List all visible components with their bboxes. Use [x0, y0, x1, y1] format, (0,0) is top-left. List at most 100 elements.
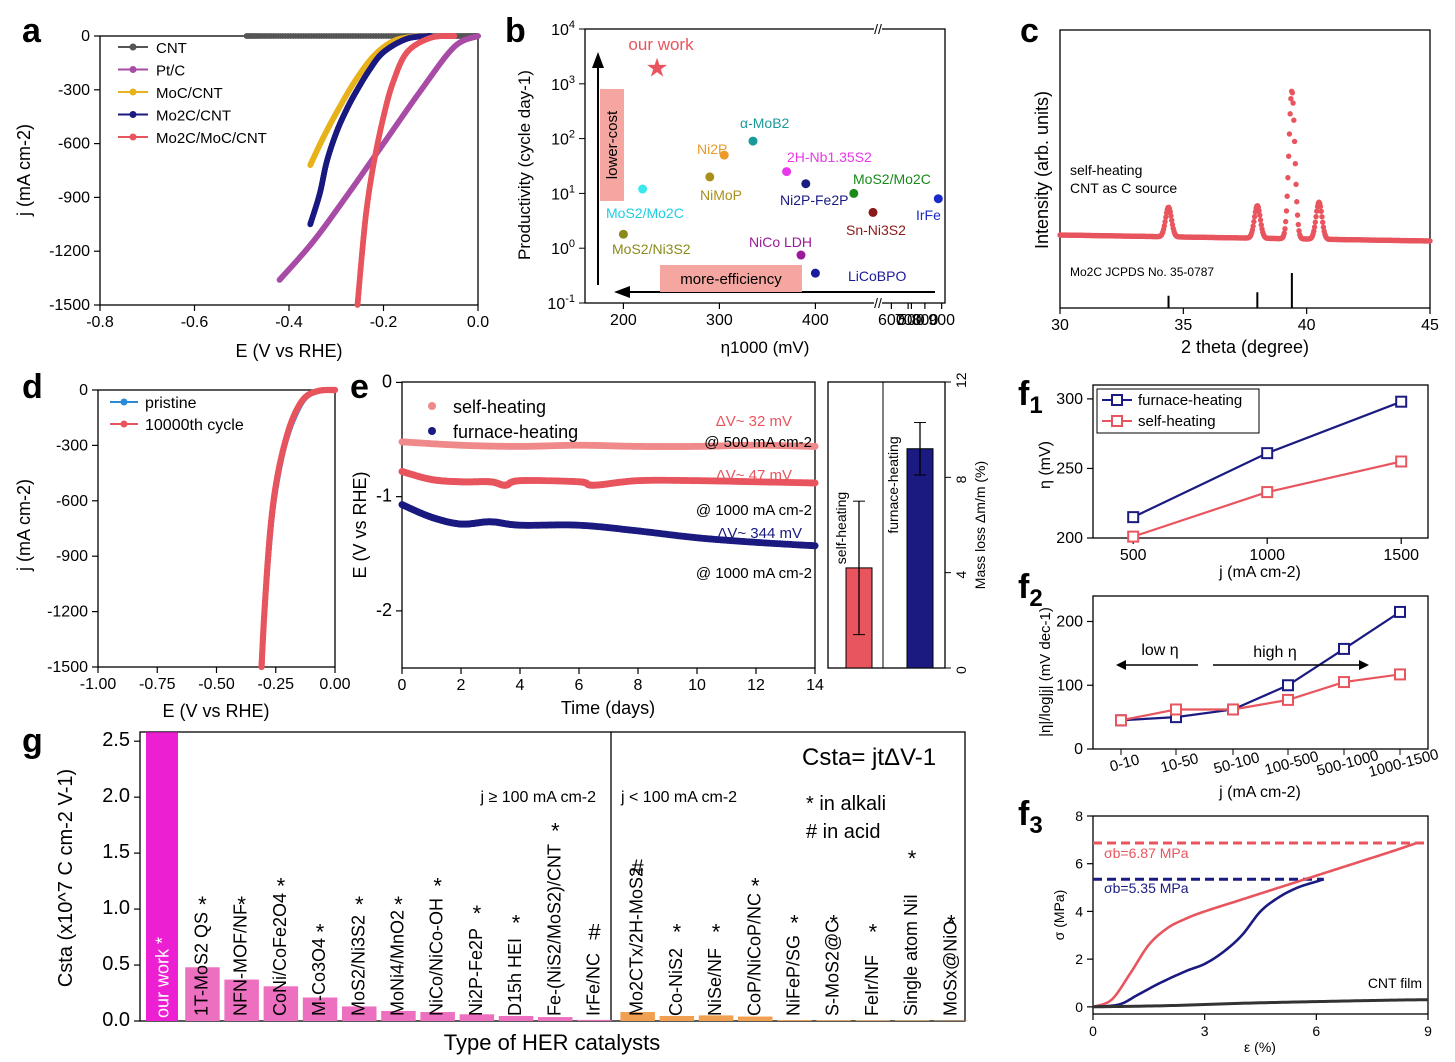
point-marker — [933, 194, 943, 204]
inset-tick-label: 8 — [953, 475, 969, 483]
x-tick-label: 200 — [610, 312, 637, 329]
category-label: IrFe/NC — [583, 953, 603, 1016]
series-marker — [1227, 703, 1239, 716]
more-efficiency-label: more-efficiency — [680, 271, 782, 288]
category-label: M-Co3O4 — [309, 938, 329, 1016]
x-tick-label: 400 — [802, 312, 829, 329]
xrd-marker — [1286, 131, 1293, 137]
point-marker — [748, 136, 758, 146]
category-label: NFN-MOF/NF — [231, 904, 251, 1016]
series-4-marker — [451, 33, 458, 39]
marker-symbol: * — [947, 910, 956, 935]
legend-marker — [1111, 415, 1123, 427]
bar — [816, 1020, 851, 1021]
series-line — [1092, 998, 1429, 1009]
legend-marker — [120, 420, 128, 428]
formula: Csta= jtΔV-1 — [802, 744, 936, 771]
series-line — [1092, 877, 1325, 1009]
x-tick-label: 8 — [634, 677, 643, 694]
x-tick-label: 35 — [1174, 317, 1192, 334]
series-marker — [1394, 605, 1406, 618]
y-tick-label: 200 — [1056, 614, 1083, 631]
y-axis-label: E (V vs RHE) — [350, 471, 370, 578]
xrd-marker — [1285, 153, 1292, 159]
x-tick-label: 1000-1500 — [1367, 746, 1441, 781]
xrd-marker — [1313, 213, 1319, 220]
chart-f2: 0-10 10-50 50-100 100-500500-10001000-15000… — [1037, 595, 1441, 801]
annotation: ΔV~ 32 mV — [716, 413, 792, 430]
x-tick-label: -0.50 — [198, 676, 235, 693]
marker-symbol: * — [355, 892, 364, 917]
xrd-marker — [1281, 230, 1287, 237]
point-label: our work — [628, 35, 694, 54]
xrd-marker — [1283, 208, 1290, 214]
series-marker — [1338, 676, 1350, 689]
x-tick-label: -0.2 — [370, 314, 398, 331]
series-1-marker — [475, 33, 481, 39]
xrd-marker — [1290, 100, 1296, 106]
bar — [577, 1019, 612, 1021]
arrow-head — [1359, 660, 1369, 670]
category-label: 1T-MoS2 QS — [191, 912, 211, 1016]
y-tick-label: -900 — [58, 189, 90, 206]
x-tick-label: 100-500 — [1263, 748, 1321, 779]
legend-label: 10000th cycle — [145, 417, 244, 434]
y-tick-label: -1 — [376, 486, 392, 506]
annotation: CNT film — [1368, 975, 1422, 991]
plot-frame — [584, 28, 946, 304]
xrd-marker — [1294, 212, 1301, 218]
y-tick-label: -2 — [376, 600, 392, 620]
x-tick-label: 12 — [747, 677, 765, 694]
y-axis-label: Csta (x10^7 C cm-2 V-1) — [55, 769, 77, 987]
y-tick-label: -300 — [56, 437, 88, 454]
xrd-marker — [1295, 221, 1301, 228]
panel-letter-f3: f3 — [1018, 795, 1043, 839]
category-label: Mo2CTx/2H-MoS2 — [627, 867, 647, 1016]
xrd-marker — [1168, 213, 1174, 219]
arrow-head — [1116, 660, 1126, 670]
x-tick-label: 1000 — [1249, 547, 1285, 564]
marker-symbol: * — [673, 920, 682, 945]
x-axis-label: 2 theta (degree) — [1181, 337, 1309, 357]
y-tick-label: 250 — [1056, 460, 1083, 477]
y-tick-label: 0 — [1074, 741, 1083, 758]
point-label: MoS2/Mo2C — [606, 205, 684, 221]
point-label: Sn-Ni3S2 — [846, 222, 906, 238]
xrd-marker — [1317, 203, 1324, 210]
x-tick-label: 14 — [806, 677, 824, 694]
xrd-marker — [1250, 223, 1256, 229]
xrd-marker — [1427, 238, 1433, 244]
series-marker — [1282, 679, 1294, 692]
plot-frame — [1092, 595, 1429, 750]
category-label: CoNi/CoFe2O4 — [270, 893, 290, 1016]
y-axis-label: σ (MPa) — [1051, 890, 1067, 941]
xrd-marker — [1291, 117, 1297, 123]
legend-marker — [1111, 394, 1123, 406]
x-tick-label: 0.0 — [467, 314, 489, 331]
marker-symbol: * — [551, 818, 560, 843]
point-label: NiMoP — [700, 187, 742, 203]
point-label: IrFe — [916, 207, 941, 223]
y-tick-label: -600 — [58, 136, 90, 153]
x-tick-label: 30 — [1051, 317, 1069, 334]
series-marker — [1261, 447, 1274, 460]
annotation: @ 1000 mA cm-2 — [696, 502, 812, 519]
series-marker — [331, 386, 339, 394]
legend-marker — [129, 111, 137, 118]
annotation: σb=5.35 MPa — [1104, 880, 1189, 896]
category-label: Fe-(NiS2/MoS2)/CNT — [544, 844, 564, 1016]
point-marker — [810, 268, 820, 278]
y-tick-label: -1200 — [47, 604, 88, 621]
legend-marker — [428, 402, 436, 410]
marker-symbol: * — [394, 892, 403, 917]
bar — [777, 1020, 812, 1021]
inset-tick-label: 4 — [953, 571, 969, 579]
inset-tick-label: 0 — [953, 666, 969, 674]
x-tick-label: 0 — [1089, 1023, 1097, 1039]
inset-tick-label: 12 — [953, 372, 969, 388]
legend-label: self-heating — [1138, 413, 1216, 430]
x-tick-label: 0-10 — [1108, 751, 1141, 775]
chart-c: 30 35 40 45 2 theta (degree) Intensity (arb. … — [1032, 29, 1439, 357]
panel-letter-f2: f2 — [1018, 568, 1043, 612]
legend-label: self-heating — [453, 397, 546, 417]
